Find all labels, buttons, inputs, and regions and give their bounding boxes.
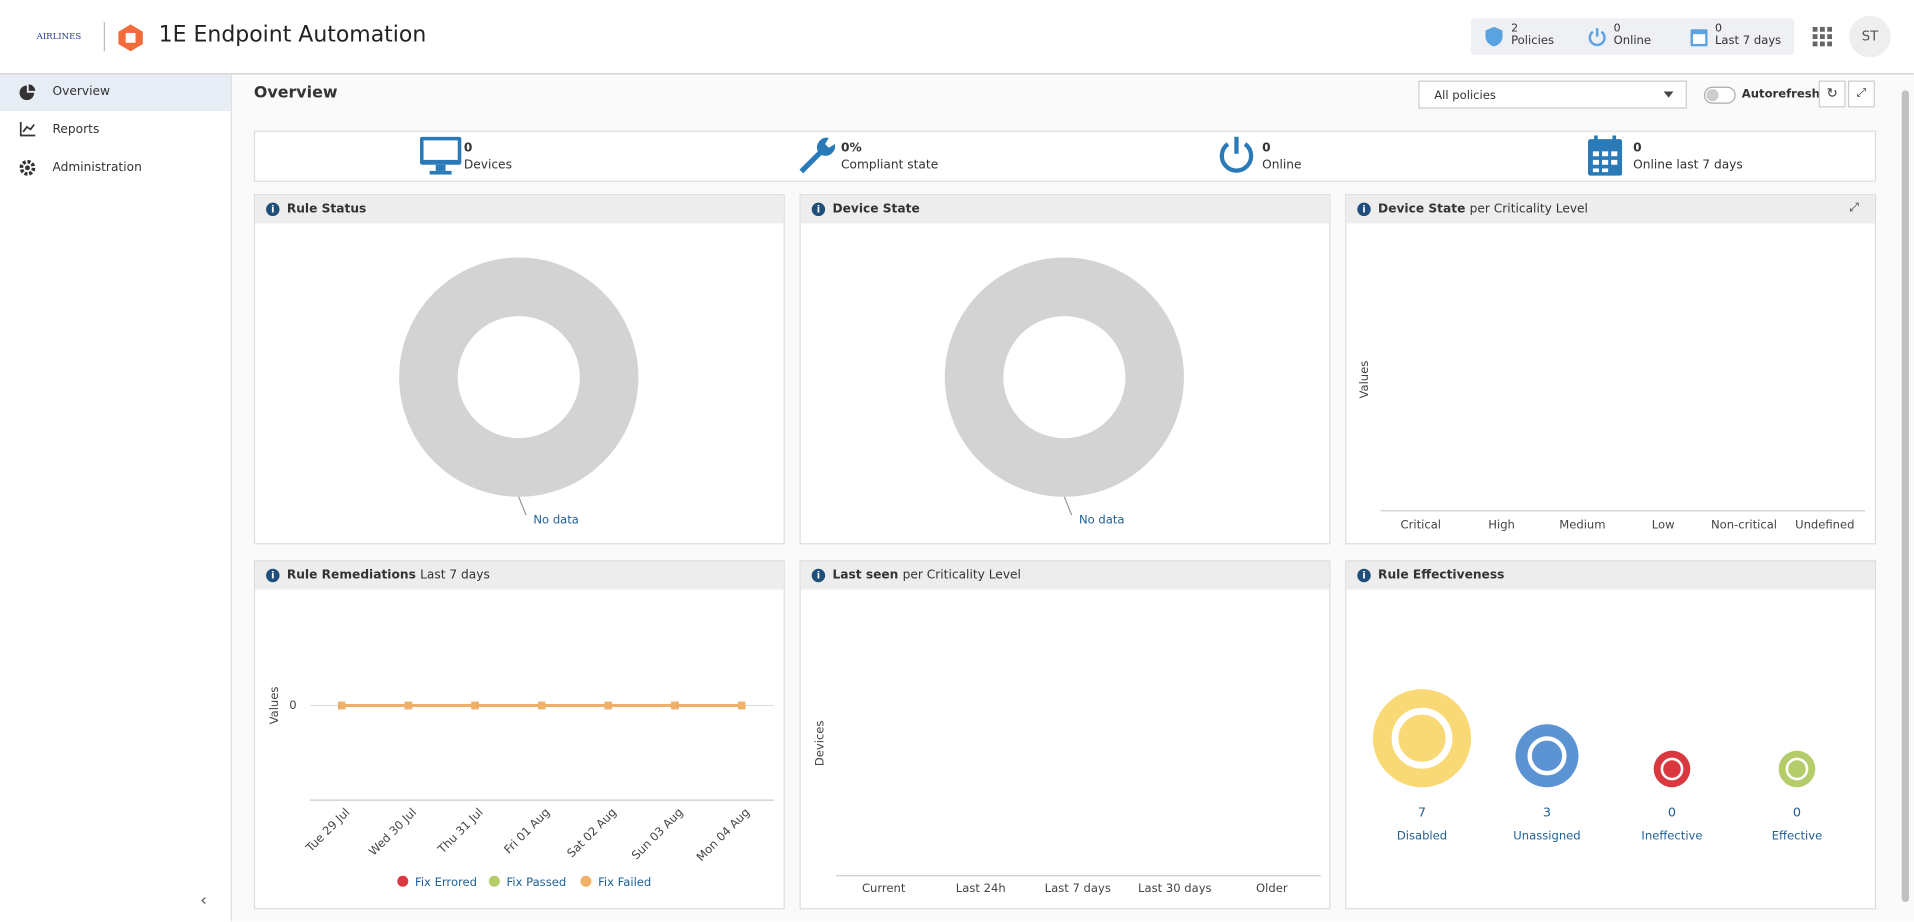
summary-value: 0: [463, 141, 473, 156]
devices-icon: [419, 136, 462, 175]
summary-value: 0%: [840, 141, 862, 156]
stat-value: 0: [1714, 23, 1722, 36]
compliance-icon: [799, 137, 836, 174]
shield-icon: [1485, 26, 1503, 47]
stat-label: Online: [1613, 34, 1652, 48]
summary-label: Online last 7 days: [1633, 158, 1743, 173]
nav-icon: [19, 84, 36, 101]
nav-item[interactable]: Administration: [52, 161, 142, 175]
remediations-panel: i Rule Remediations Last 7 days: [253, 560, 785, 910]
panel-subtitle: Last 7 days: [420, 568, 490, 583]
collapse-button[interactable]: ‹: [200, 891, 208, 911]
criticality-panel: i Device State per Criticality Level ⤢: [1345, 194, 1877, 545]
divider: [103, 21, 105, 52]
panel-title: Device State: [832, 202, 920, 217]
select-text: All policies: [1434, 89, 1496, 103]
panel-title: Rule Remediations: [286, 568, 416, 583]
page-title: Overview: [253, 84, 338, 103]
online-icon: [1219, 136, 1254, 173]
panel-subtitle: per Criticality Level: [1469, 202, 1588, 217]
app-title: 1E Endpoint Automation: [158, 21, 427, 48]
nav-active-bg: [0, 74, 231, 112]
header: AIRLINES 1E Endpoint Automation 2 Polici…: [0, 0, 1914, 75]
power-icon: [1588, 28, 1606, 47]
panel-title: Rule Effectiveness: [1378, 568, 1505, 583]
refresh-button[interactable]: ↻: [1818, 80, 1846, 108]
summary-value: 0: [1262, 141, 1271, 156]
panel-title: Last seen: [832, 568, 899, 583]
user-avatar[interactable]: ST: [1849, 15, 1891, 58]
autorefresh-label: Autorefresh: [1741, 87, 1820, 102]
nav-item[interactable]: Overview: [52, 85, 110, 99]
summary-value: 0: [1633, 141, 1642, 156]
summary-label: Devices: [463, 158, 512, 173]
nav-icon: [19, 122, 36, 137]
autorefresh-toggle[interactable]: [1703, 86, 1736, 104]
stat-value: 2: [1511, 23, 1519, 36]
stats-box: [1470, 18, 1795, 55]
apps-button[interactable]: [1812, 26, 1833, 47]
product-logo: [118, 24, 143, 52]
rule-status-panel: i Rule Status: [253, 194, 785, 545]
panel-title: Device State: [1378, 202, 1466, 217]
stat-label: Policies: [1511, 34, 1554, 48]
calendar-icon: [1588, 135, 1623, 176]
expand-button[interactable]: ⤢: [1849, 201, 1859, 215]
device-state-panel: i Device State: [799, 194, 1331, 545]
fullscreen-button[interactable]: ⤢: [1847, 80, 1875, 108]
panel-title: Rule Status: [286, 202, 367, 217]
summary-label: Online: [1262, 158, 1302, 173]
effectiveness-panel: i Rule Effectiveness: [1345, 560, 1877, 910]
brand-logo: AIRLINES: [36, 31, 82, 42]
panel-subtitle: per Criticality Level: [902, 568, 1021, 583]
select-caret: [1663, 91, 1674, 98]
sidebar: Overview Reports Administration ‹: [0, 74, 232, 922]
stat-label: Last 7 days: [1714, 34, 1782, 48]
summary-label: Compliant state: [840, 158, 939, 173]
nav-icon: [19, 159, 36, 176]
calendar-icon: [1690, 29, 1708, 47]
summary-bar: 0 Devices 0% Compliant state 0 Online 0 …: [253, 130, 1877, 182]
scrollbar[interactable]: [1900, 76, 1910, 918]
last-seen-panel: i Last seen per Criticality Level: [799, 560, 1331, 910]
nav-item[interactable]: Reports: [52, 123, 100, 137]
stat-value: 0: [1613, 23, 1621, 36]
policy-select[interactable]: All policies: [1418, 80, 1687, 109]
